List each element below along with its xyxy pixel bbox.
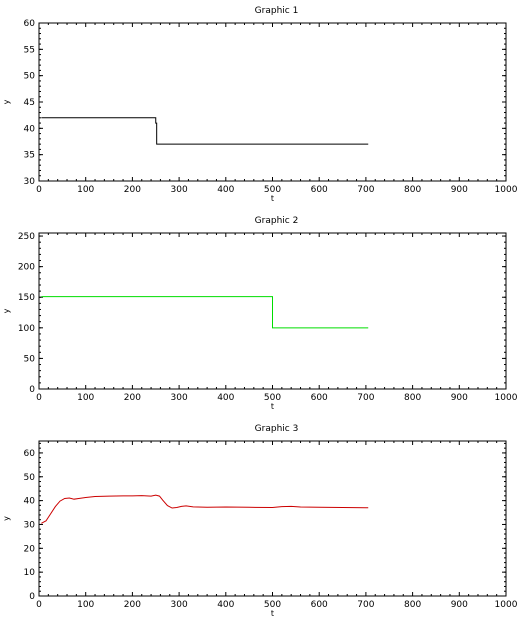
y-tick-label: 40 — [24, 497, 36, 507]
y-tick-label: 200 — [18, 263, 35, 273]
x-axis-label: t — [271, 194, 274, 203]
chart-title: Graphic 2 — [255, 216, 299, 226]
x-tick-label: 600 — [311, 393, 328, 403]
x-tick-label: 200 — [124, 185, 141, 195]
x-tick-label: 100 — [77, 185, 94, 195]
x-axis-label: t — [271, 609, 274, 618]
y-tick-label: 0 — [29, 385, 35, 395]
x-tick-label: 700 — [357, 185, 374, 195]
y-axis-label: y — [2, 308, 11, 313]
x-tick-label: 400 — [217, 185, 234, 195]
x-tick-label: 0 — [36, 393, 42, 403]
x-tick-label: 900 — [451, 600, 468, 610]
x-tick-label: 0 — [36, 185, 42, 195]
x-tick-label: 1000 — [495, 600, 518, 610]
series-line-3-1 — [41, 494, 369, 524]
x-tick-label: 200 — [124, 600, 141, 610]
y-tick-label: 60 — [24, 19, 36, 29]
x-tick-label: 800 — [404, 393, 421, 403]
x-tick-label: 300 — [171, 600, 188, 610]
x-tick-label: 600 — [311, 185, 328, 195]
series-line-1-1 — [41, 117, 369, 145]
chart-title: Graphic 1 — [255, 6, 299, 16]
y-tick-label: 30 — [24, 177, 36, 187]
y-tick-label: 50 — [24, 473, 36, 483]
y-tick-label: 45 — [24, 98, 35, 108]
y-tick-label: 10 — [24, 568, 36, 578]
y-tick-label: 100 — [18, 324, 35, 334]
x-tick-label: 500 — [264, 185, 281, 195]
x-tick-label: 0 — [36, 600, 42, 610]
y-tick-label: 150 — [18, 293, 35, 303]
y-tick-label: 0 — [29, 592, 35, 602]
x-tick-label: 700 — [357, 600, 374, 610]
x-tick-label: 700 — [357, 393, 374, 403]
x-tick-label: 900 — [451, 393, 468, 403]
x-tick-label: 400 — [217, 393, 234, 403]
x-tick-label: 800 — [404, 600, 421, 610]
chart-3: Graphic 30 100 200 300 400 500 600 700 800 900 100… — [2, 424, 518, 618]
x-tick-label: 1000 — [495, 185, 518, 195]
y-tick-label: 40 — [24, 124, 36, 134]
x-tick-label: 500 — [264, 393, 281, 403]
series-line-2-1 — [41, 296, 369, 329]
x-tick-label: 600 — [311, 600, 328, 610]
chart-title: Graphic 3 — [255, 424, 299, 434]
x-tick-label: 100 — [77, 393, 94, 403]
x-tick-label: 300 — [171, 393, 188, 403]
x-tick-label: 500 — [264, 600, 281, 610]
y-tick-label: 250 — [18, 232, 35, 242]
x-tick-label: 800 — [404, 185, 421, 195]
x-tick-label: 200 — [124, 393, 141, 403]
y-tick-label: 55 — [24, 45, 35, 55]
y-axis-label: y — [2, 516, 11, 521]
y-tick-label: 20 — [24, 544, 36, 554]
y-tick-label: 30 — [24, 520, 36, 530]
y-axis-label: y — [2, 99, 11, 104]
x-tick-label: 100 — [77, 600, 94, 610]
chart-1: Graphic 1 0 100 200 300 400 500 600 700 800 900 100… — [2, 6, 518, 203]
x-tick-label: 400 — [217, 600, 234, 610]
y-tick-label: 50 — [24, 72, 36, 82]
chart-2: Graphic 20 100 200 300 400 500 600 700 800 900 100… — [2, 216, 518, 411]
x-tick-label: 300 — [171, 185, 188, 195]
x-tick-label: 1000 — [495, 393, 518, 403]
x-axis-label: t — [271, 402, 274, 411]
plot-frame — [38, 22, 507, 182]
plot-frame — [38, 440, 507, 597]
x-tick-label: 900 — [451, 185, 468, 195]
y-tick-label: 50 — [24, 354, 36, 364]
y-tick-label: 60 — [24, 449, 36, 459]
y-tick-label: 35 — [24, 151, 35, 161]
